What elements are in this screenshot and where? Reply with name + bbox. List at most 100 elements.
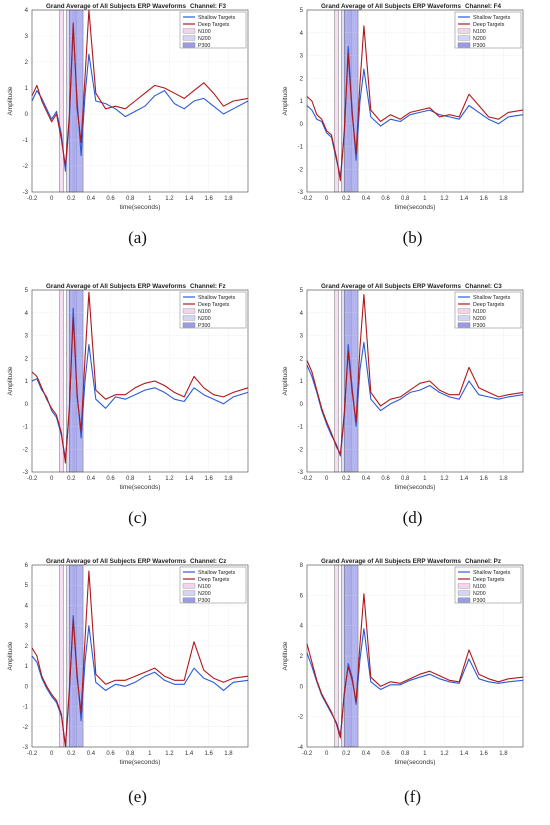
x-tick-label: 1.8 (499, 751, 508, 757)
y-tick-label: -1 (298, 425, 304, 431)
x-tick-label: 0.6 (106, 751, 115, 757)
y-tick-label: 0 (300, 122, 304, 128)
y-axis-label: Amplitude (282, 366, 289, 395)
legend-label: Shallow Targets (473, 295, 511, 301)
y-tick-label: -4 (298, 745, 304, 751)
y-tick-label: -3 (298, 190, 304, 196)
x-tick-label: 0.8 (126, 476, 135, 482)
panel-label: (d) (402, 508, 423, 527)
erp-chart: -0.2 0 0.2 0.4 0.6 0.8 1 1.2 1.4 1.6 1.8 -3 -2 -1 0 1 2 3… (7, 3, 249, 211)
y-tick-label: 4 (300, 624, 304, 630)
x-tick-label: 0.8 (401, 476, 410, 482)
x-tick-label: 1.4 (185, 751, 194, 757)
y-tick-label: -1 (23, 138, 29, 144)
channel-label: Channel: C3 (465, 283, 502, 290)
x-tick-label: 1 (423, 751, 427, 757)
channel-label: Channel: Cz (190, 558, 226, 565)
x-tick-label: 1.4 (460, 476, 469, 482)
legend-label: P300 (198, 43, 210, 49)
legend-swatch (457, 28, 471, 34)
x-tick-label: 0.8 (126, 196, 135, 202)
x-tick-label: 1 (423, 476, 427, 482)
y-tick-label: -2 (23, 164, 29, 170)
legend-label: N100 (473, 584, 486, 590)
legend-swatch (457, 322, 471, 328)
y-tick-label: 2 (25, 60, 29, 66)
x-tick-label: 0.8 (401, 196, 410, 202)
legend-swatch (457, 308, 471, 314)
series-line-deep-targets (31, 291, 249, 464)
x-axis-label: time(seconds) (395, 484, 436, 491)
erp-chart: -0.2 0 0.2 0.4 0.6 0.8 1 1.2 1.4 1.6 1.8 -3 -2 -1 0 1 2 3… (7, 558, 249, 766)
y-tick-label: 2 (25, 356, 29, 362)
y-tick-label: 5 (300, 8, 304, 14)
x-tick-label: 0.2 (67, 196, 76, 202)
panel-label: (a) (128, 228, 147, 247)
legend-label: P300 (473, 598, 485, 604)
x-tick-label: -0.2 (302, 751, 313, 757)
y-tick-label: 0 (25, 112, 29, 118)
x-tick-label: 0 (325, 751, 329, 757)
y-tick-label: 2 (300, 654, 304, 660)
y-tick-label: 1 (300, 99, 304, 105)
legend-label: N100 (473, 309, 486, 315)
y-tick-label: 6 (300, 593, 304, 599)
legend-swatch (182, 583, 196, 589)
legend-swatch (182, 597, 196, 603)
x-tick-label: 1.8 (499, 196, 508, 202)
erp-chart: -0.2 0 0.2 0.4 0.6 0.8 1 1.2 1.4 1.6 1.8 -3 -2 -1 0 1 2 3… (282, 283, 524, 491)
y-tick-label: 3 (25, 34, 29, 40)
legend-label: Deep Targets (198, 22, 230, 28)
x-axis-label: time(seconds) (395, 204, 436, 211)
chart-panel: -0.2 0 0.2 0.4 0.6 0.8 1 1.2 1.4 1.6 1.8 -4 -2 0 2 4 6 8 G… (275, 555, 550, 825)
series-line-deep-targets (31, 570, 249, 748)
x-tick-label: 1 (148, 196, 152, 202)
series-line-shallow-targets (31, 307, 249, 459)
y-tick-label: 4 (300, 311, 304, 317)
chart-title: Grand Average of All Subjects ERP Wavefo… (321, 3, 461, 10)
x-tick-label: 1.6 (480, 196, 489, 202)
legend-label: Shallow Targets (198, 15, 236, 21)
x-tick-label: 0.4 (87, 196, 96, 202)
chart-title: Grand Average of All Subjects ERP Wavefo… (46, 558, 186, 565)
x-tick-label: 1.8 (224, 476, 233, 482)
legend-swatch (457, 315, 471, 321)
y-tick-label: -2 (23, 725, 29, 731)
axes-frame (306, 564, 524, 748)
x-tick-label: 1.2 (440, 196, 449, 202)
channel-label: Channel: Pz (465, 558, 501, 565)
y-axis-label: Amplitude (7, 641, 14, 670)
y-tick-label: -2 (298, 715, 304, 721)
y-tick-label: 3 (300, 54, 304, 60)
x-tick-label: 1.6 (205, 196, 214, 202)
legend-label: Shallow Targets (473, 570, 511, 576)
x-tick-label: 0.2 (342, 196, 351, 202)
x-tick-label: -0.2 (27, 476, 38, 482)
x-tick-label: 0 (325, 476, 329, 482)
x-tick-label: 1.6 (205, 476, 214, 482)
x-tick-label: 1.4 (460, 196, 469, 202)
x-tick-label: 0.4 (362, 476, 371, 482)
chart-panel: -0.2 0 0.2 0.4 0.6 0.8 1 1.2 1.4 1.6 1.8 -3 -2 -1 0 1 2 3… (0, 0, 275, 270)
panel-label: (c) (128, 508, 147, 527)
legend-label: Deep Targets (198, 302, 230, 308)
y-axis-label: Amplitude (282, 86, 289, 115)
y-tick-label: 2 (300, 356, 304, 362)
legend-label: N200 (198, 36, 211, 42)
x-tick-label: 0.4 (362, 751, 371, 757)
legend-label: P300 (198, 598, 210, 604)
y-tick-label: 5 (25, 288, 29, 294)
y-tick-label: -3 (23, 470, 29, 476)
x-axis-label: time(seconds) (395, 759, 436, 766)
legend-label: N100 (473, 29, 486, 35)
x-tick-label: 1.8 (224, 196, 233, 202)
series-line-shallow-targets (31, 27, 249, 172)
legend-label: P300 (473, 43, 485, 49)
y-tick-label: 4 (300, 31, 304, 37)
y-tick-label: 2 (25, 644, 29, 650)
x-tick-label: 1.4 (185, 196, 194, 202)
legend-label: Shallow Targets (198, 295, 236, 301)
